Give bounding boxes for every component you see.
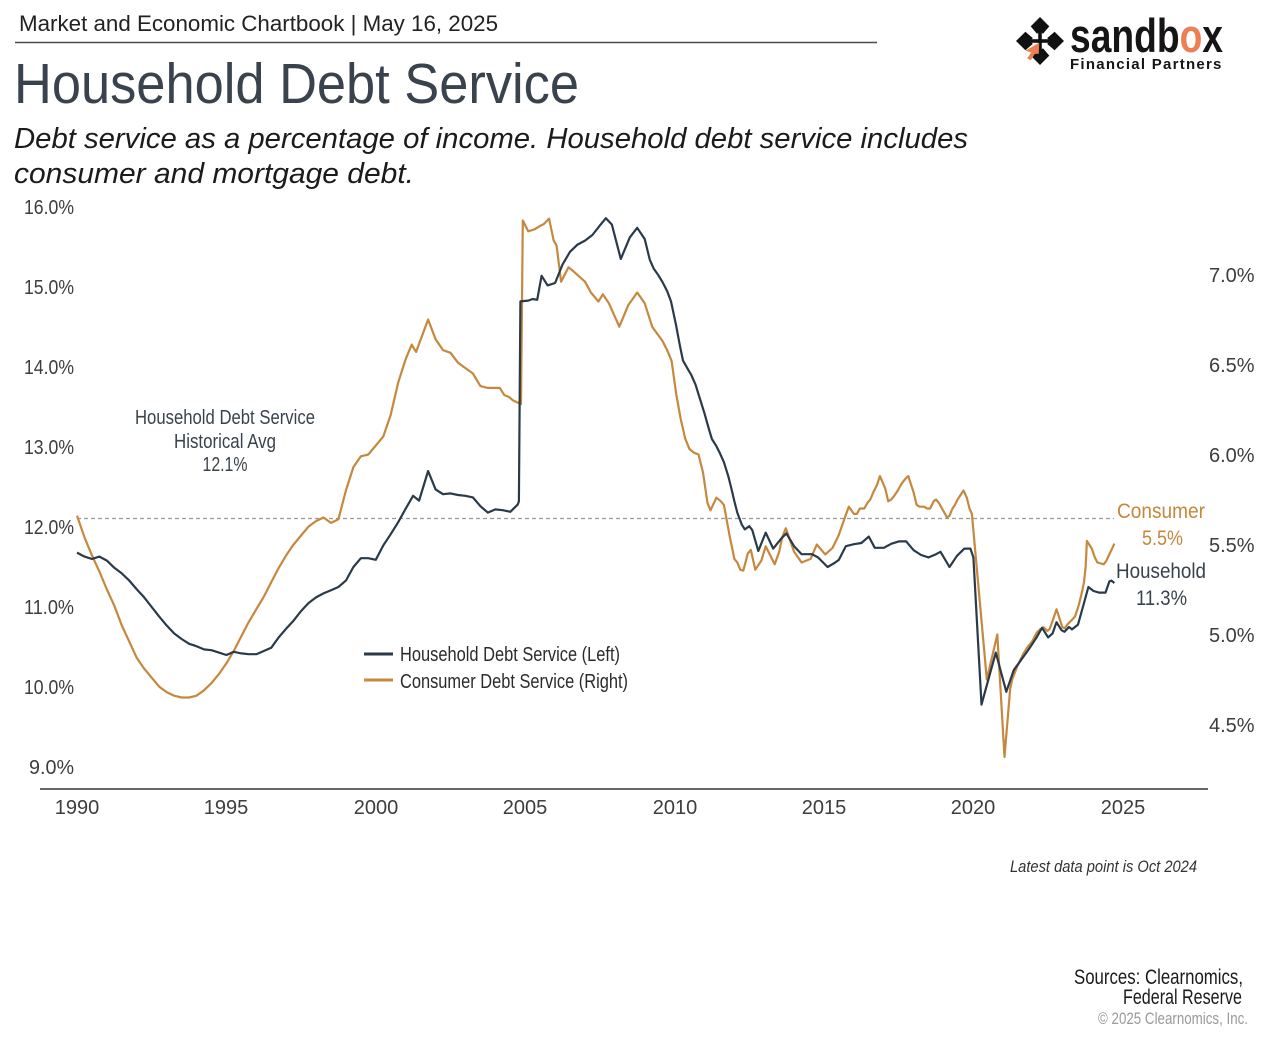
svg-text:5.0%: 5.0% (1209, 625, 1255, 647)
svg-text:Latest data point is Oct 2024: Latest data point is Oct 2024 (1010, 857, 1197, 876)
svg-text:16.0%: 16.0% (24, 197, 74, 219)
svg-text:11.3%: 11.3% (1136, 587, 1187, 610)
svg-text:13.0%: 13.0% (24, 437, 74, 459)
svg-text:Household Debt Service: Household Debt Service (14, 52, 579, 116)
svg-text:sandbox: sandbox (1070, 9, 1223, 62)
svg-text:15.0%: 15.0% (24, 277, 74, 299)
svg-text:Consumer Debt Service (Right): Consumer Debt Service (Right) (400, 671, 628, 693)
svg-text:11.0%: 11.0% (24, 597, 74, 619)
svg-text:consumer and mortgage debt.: consumer and mortgage debt. (14, 158, 414, 190)
svg-text:5.5%: 5.5% (1209, 535, 1255, 557)
svg-text:1990: 1990 (55, 797, 100, 819)
svg-text:Federal Reserve: Federal Reserve (1123, 986, 1242, 1009)
svg-text:14.0%: 14.0% (24, 357, 74, 379)
svg-text:7.0%: 7.0% (1209, 265, 1255, 287)
svg-text:4.5%: 4.5% (1209, 715, 1255, 737)
svg-text:6.0%: 6.0% (1209, 445, 1255, 467)
svg-text:Sources: Clearnomics,: Sources: Clearnomics, (1074, 966, 1243, 989)
svg-text:2005: 2005 (503, 797, 548, 819)
svg-text:12.0%: 12.0% (24, 517, 74, 539)
svg-text:2015: 2015 (802, 797, 847, 819)
svg-text:Debt service as a percentage o: Debt service as a percentage of income. … (14, 123, 968, 155)
svg-text:9.0%: 9.0% (29, 757, 74, 779)
svg-text:2000: 2000 (354, 797, 399, 819)
svg-text:2020: 2020 (951, 797, 996, 819)
svg-text:2010: 2010 (653, 797, 698, 819)
svg-text:© 2025 Clearnomics, Inc.: © 2025 Clearnomics, Inc. (1098, 1009, 1248, 1028)
svg-text:1995: 1995 (204, 797, 249, 819)
svg-text:Historical Avg: Historical Avg (174, 431, 276, 453)
svg-text:10.0%: 10.0% (24, 677, 74, 699)
svg-text:Consumer: Consumer (1117, 500, 1205, 523)
svg-text:Market and Economic Chartbook: Market and Economic Chartbook | May 16, … (19, 11, 498, 36)
svg-text:Household: Household (1116, 560, 1206, 583)
svg-text:2025: 2025 (1101, 797, 1146, 819)
svg-text:Household Debt Service (Left): Household Debt Service (Left) (400, 644, 620, 666)
svg-text:6.5%: 6.5% (1209, 355, 1255, 377)
svg-text:Financial Partners: Financial Partners (1070, 56, 1224, 73)
svg-text:5.5%: 5.5% (1142, 527, 1183, 550)
svg-text:Household Debt Service: Household Debt Service (135, 407, 315, 429)
svg-text:12.1%: 12.1% (203, 454, 248, 476)
